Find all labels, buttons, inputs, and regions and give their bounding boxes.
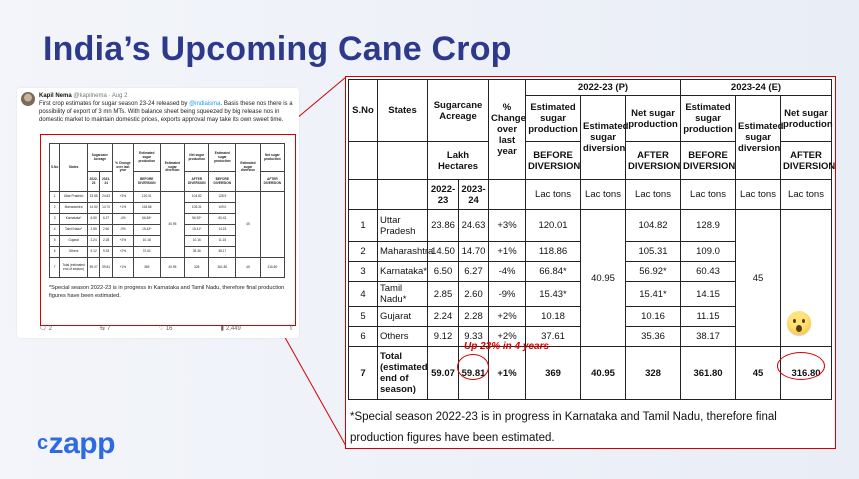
unit-cell: Lac tons	[680, 179, 737, 210]
reply-button[interactable]: 🗨 2	[39, 325, 52, 332]
unit-cell: Lac tons	[735, 179, 782, 210]
header-net-prod-e: Net sugar production	[780, 95, 833, 142]
merged-diversion-p: 40.95	[580, 209, 627, 347]
bar-chart-icon: ▮	[220, 325, 224, 332]
table-row: 1 Uttar Pradesh 23.86 24.63 +3% 120.01 40.9…	[348, 209, 833, 347]
table-row: 5 Gujarat 2.24 2.28 +2% 10.18 10.16 11.15	[348, 306, 832, 327]
header-season-2023: 2023-24 (E)	[680, 79, 833, 96]
tweet-attached-image[interactable]: S.No States Sugarcane Acreage % Change o…	[40, 134, 296, 326]
highlight-ring-net-production	[777, 352, 825, 380]
header-est-prod-p: Estimated sugar production	[525, 95, 582, 142]
header-net-prod-p: Net sugar production	[625, 95, 682, 142]
tweet-card: Kapil Nema @kapilnema · Aug 2 First crop…	[17, 88, 299, 338]
astonished-emoji-icon	[787, 311, 811, 335]
header-before-p: BEFORE DIVERSION	[525, 141, 582, 180]
unit-cell: Lac tons	[525, 179, 582, 210]
header-est-prod-e: Estimated sugar production	[680, 95, 737, 142]
tweet-date[interactable]: Aug 2	[111, 93, 128, 99]
avatar[interactable]	[21, 92, 35, 106]
mini-footnote: *Special season 2022-23 is in progress i…	[49, 285, 285, 299]
tweet-mention-link[interactable]: @indiaisma	[189, 101, 221, 107]
header-lakh-hectares: Lakh Hectares	[426, 141, 490, 180]
enlarged-table-panel: S.No States Sugarcane Acreage % Change o…	[345, 76, 836, 449]
merged-diversion-e: 45	[735, 209, 782, 347]
like-button[interactable]: ♡ 16	[158, 325, 173, 332]
retweet-button[interactable]: ⇆ 7	[100, 325, 111, 332]
header-after-e: AFTER DIVERSION	[780, 141, 835, 180]
retweet-icon: ⇆	[100, 325, 106, 332]
tweet-header: Kapil Nema @kapilnema · Aug 2	[39, 93, 128, 99]
slide-title: India’s Upcoming Cane Crop	[43, 30, 512, 68]
table-footnote: *Special season 2022-23 is in progress i…	[350, 411, 777, 444]
unit-cell: Lac tons	[780, 179, 833, 210]
table-row: 4 Tamil Nadu* 2.85 2.60 -9% 15.43* 15.41* 14.…	[348, 281, 832, 307]
tweet-text: First crop estimates for sugar season 23…	[39, 101, 293, 124]
header-after-p: AFTER DIVERSION	[625, 141, 682, 180]
table-row-total: 7 Total (estimated end of season) 59.07 59…	[348, 346, 833, 400]
cane-crop-table: S.No States Sugarcane Acreage % Change o…	[348, 79, 835, 400]
czapp-logo: czapp	[37, 427, 115, 460]
header-change: % Change over last year	[488, 79, 527, 180]
views-button[interactable]: ▮ 2,449	[220, 325, 241, 332]
mini-table: S.No States Sugarcane Acreage % Change o…	[48, 142, 286, 278]
header-acreage: Sugarcane Acreage	[426, 79, 490, 142]
heart-icon: ♡	[158, 325, 164, 332]
tweet-author-name[interactable]: Kapil Nema	[39, 93, 72, 99]
header-states: States	[377, 79, 428, 142]
share-icon: ⇧	[288, 325, 294, 332]
unit-cell: Lac tons	[625, 179, 682, 210]
tweet-actions: 🗨 2 ⇆ 7 ♡ 16 ▮ 2,449 ⇧	[39, 324, 294, 334]
share-button[interactable]: ⇧	[289, 325, 294, 333]
header-year-2022: 2022-23	[427, 179, 459, 210]
header-sno: S.No	[348, 79, 378, 142]
header-est-div-e: Estimated sugar diversion	[735, 95, 783, 180]
reply-icon: 🗨	[39, 325, 47, 332]
highlight-ring-acreage	[457, 354, 489, 380]
header-season-2022: 2022-23 (P)	[525, 79, 682, 96]
tweet-author-handle[interactable]: @kapilnema	[73, 93, 107, 99]
header-year-2023: 2023-24	[457, 179, 490, 210]
unit-cell: Lac tons	[580, 179, 627, 210]
header-est-div-p: Estimated sugar diversion	[580, 95, 628, 180]
growth-annotation: Up 23% in 4 years	[464, 341, 550, 352]
header-before-e: BEFORE DIVERSION	[680, 141, 737, 180]
